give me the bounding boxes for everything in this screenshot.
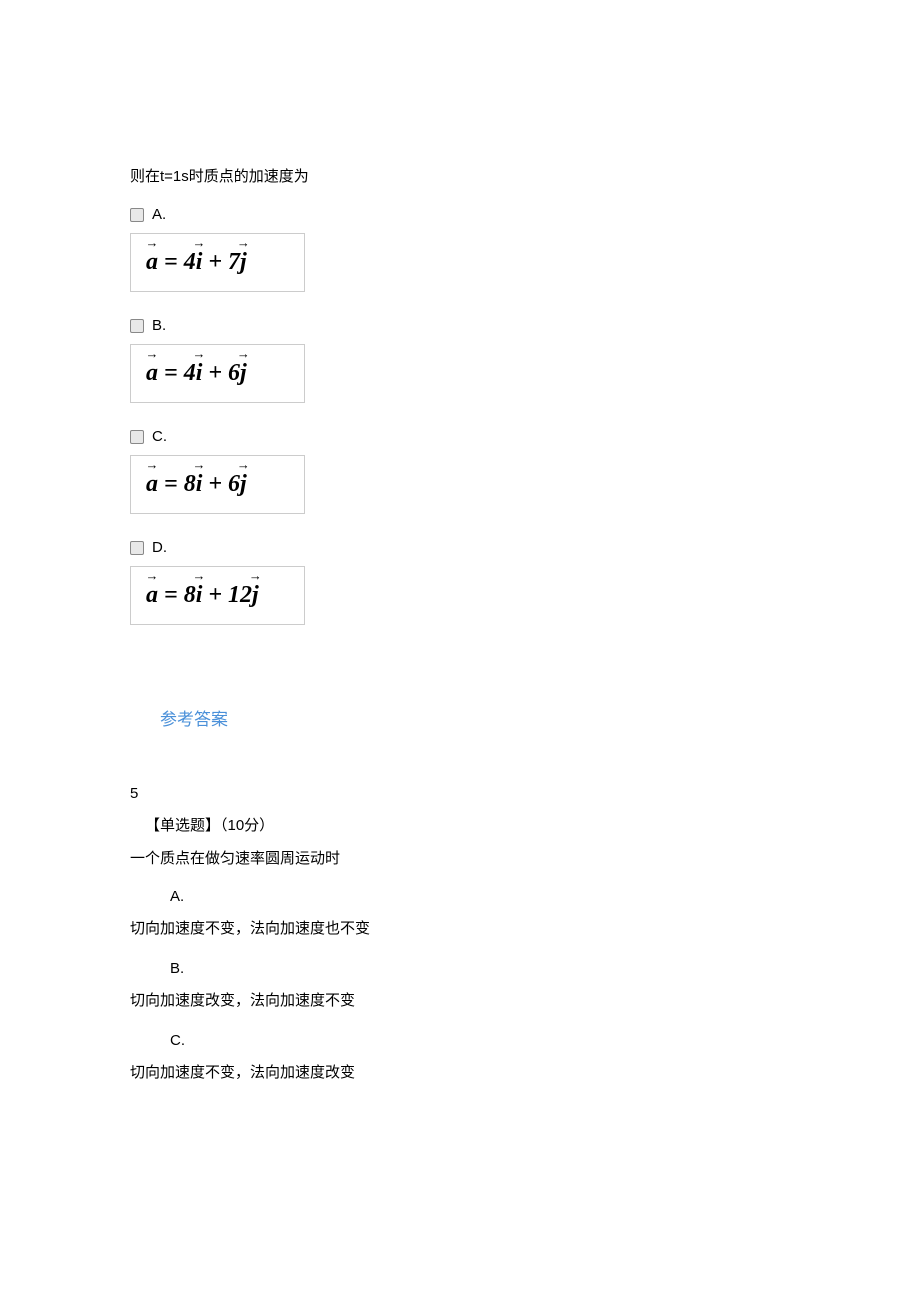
q5-option-label-c: C. xyxy=(170,1032,790,1049)
option-a-row: A. xyxy=(130,206,790,223)
equation-b: a = 4i + 6j xyxy=(146,360,247,386)
option-label-d: D. xyxy=(152,539,167,556)
q5-option-label-a: A. xyxy=(170,888,790,905)
question-intro: 则在t=1s时质点的加速度为 xyxy=(130,165,790,186)
equation-box-c: a = 8i + 6j xyxy=(130,455,305,514)
q5-option-text-c: 切向加速度不变，法向加速度改变 xyxy=(130,1061,790,1082)
question-stem: 一个质点在做匀速率圆周运动时 xyxy=(130,847,790,868)
equation-a: a = 4i + 7j xyxy=(146,249,247,275)
equation-c: a = 8i + 6j xyxy=(146,471,247,497)
option-label-a: A. xyxy=(152,206,166,223)
answer-link[interactable]: 参考答案 xyxy=(160,705,790,730)
question-number: 5 xyxy=(130,785,790,802)
radio-icon[interactable] xyxy=(130,430,144,444)
option-d-row: D. xyxy=(130,539,790,556)
equation-box-d: a = 8i + 12j xyxy=(130,566,305,625)
q5-option-label-b: B. xyxy=(170,960,790,977)
option-label-c: C. xyxy=(152,428,167,445)
radio-icon[interactable] xyxy=(130,208,144,222)
q5-option-text-b: 切向加速度改变，法向加速度不变 xyxy=(130,989,790,1010)
radio-icon[interactable] xyxy=(130,541,144,555)
question-type: 【单选题】（10分） xyxy=(145,814,790,835)
option-label-b: B. xyxy=(152,317,166,334)
equation-box-b: a = 4i + 6j xyxy=(130,344,305,403)
radio-icon[interactable] xyxy=(130,319,144,333)
equation-box-a: a = 4i + 7j xyxy=(130,233,305,292)
q5-option-text-a: 切向加速度不变，法向加速度也不变 xyxy=(130,917,790,938)
option-c-row: C. xyxy=(130,428,790,445)
option-b-row: B. xyxy=(130,317,790,334)
equation-d: a = 8i + 12j xyxy=(146,582,259,608)
